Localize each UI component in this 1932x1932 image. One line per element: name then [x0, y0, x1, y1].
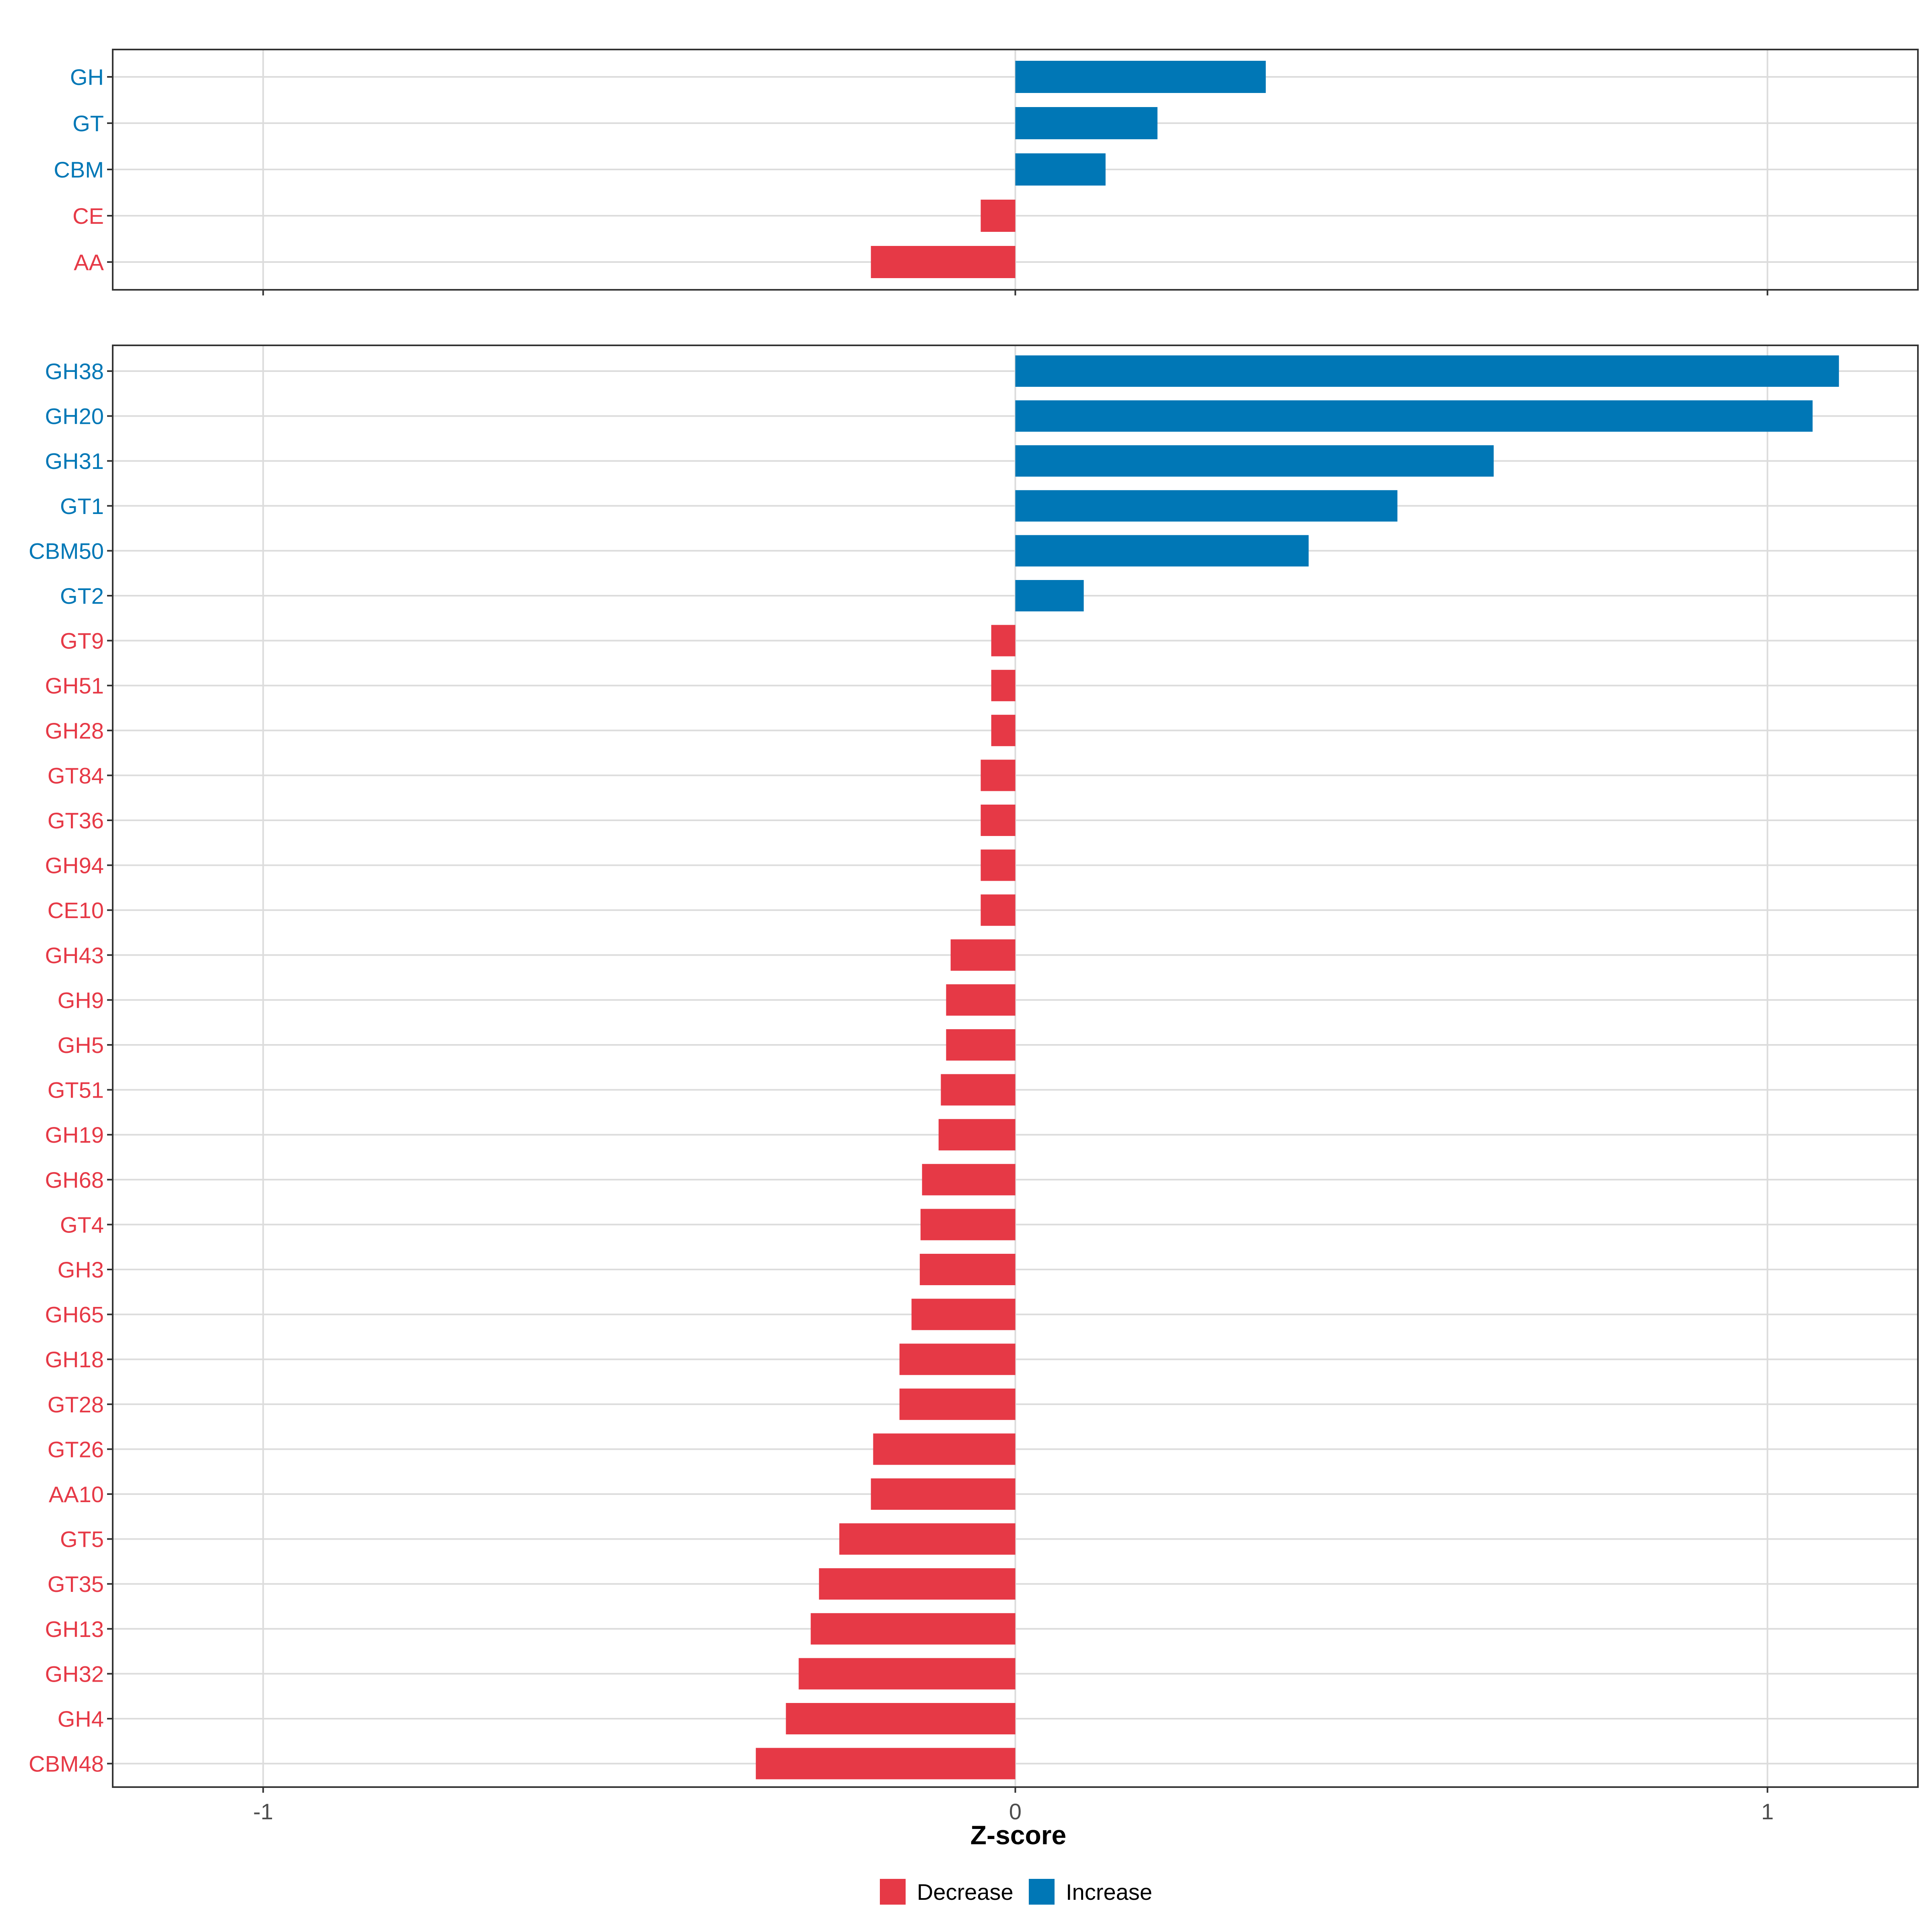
- bar-gh51: [991, 670, 1016, 702]
- y-tick-label-gh18: GH18: [45, 1347, 104, 1372]
- legend-swatch-increase: [1029, 1879, 1055, 1905]
- y-tick-label-cbm48: CBM48: [29, 1751, 104, 1777]
- y-tick-label-cbm: CBM: [54, 157, 104, 182]
- y-tick-label-gt84: GT84: [47, 763, 104, 788]
- legend: Decrease Increase: [880, 1879, 1152, 1905]
- bar-gh13: [811, 1613, 1016, 1645]
- bar-gh65: [911, 1298, 1016, 1330]
- y-tick-label-gt4: GT4: [60, 1212, 104, 1237]
- legend-swatch-decrease: [880, 1879, 906, 1905]
- legend-label-decrease: Decrease: [917, 1879, 1013, 1905]
- bar-gh3: [920, 1254, 1016, 1285]
- y-tick-label-gh19: GH19: [45, 1122, 104, 1148]
- y-tick-label-gt2: GT2: [60, 583, 104, 609]
- bar-aa10: [871, 1478, 1016, 1510]
- bar-gh31: [1015, 445, 1494, 477]
- bar-gh20: [1015, 400, 1813, 432]
- bar-gt9: [991, 625, 1016, 656]
- bar-gh68: [922, 1164, 1016, 1195]
- bar-gt1: [1015, 490, 1397, 522]
- bar-gh18: [899, 1344, 1016, 1375]
- top-panel: GH GT CBM CE AA: [54, 49, 1919, 295]
- bar-gh43: [950, 939, 1016, 971]
- legend-label-increase: Increase: [1066, 1879, 1152, 1905]
- y-tick-label-gt36: GT36: [47, 808, 104, 833]
- x-axis-title: Z-score: [970, 1820, 1066, 1850]
- bar-gh5: [946, 1029, 1016, 1061]
- bar-gt28: [899, 1388, 1016, 1420]
- y-tick-label-gh5: GH5: [58, 1032, 104, 1058]
- bar-gt36: [980, 805, 1016, 836]
- x-tick-label: 1: [1761, 1799, 1774, 1824]
- y-tick-label-gt9: GT9: [60, 628, 104, 654]
- y-tick-label-gt35: GT35: [47, 1571, 104, 1597]
- y-tick-label-gt: GT: [72, 111, 104, 136]
- bar-gt4: [921, 1209, 1016, 1241]
- y-tick-label-gh13: GH13: [45, 1616, 104, 1642]
- y-tick-label-gt28: GT28: [47, 1392, 104, 1417]
- y-tick-label-cbm50: CBM50: [29, 538, 104, 564]
- y-tick-label-gh20: GH20: [45, 404, 104, 429]
- bar-gt2: [1015, 580, 1084, 611]
- y-tick-label-gh43: GH43: [45, 943, 104, 968]
- bar-cbm: [1015, 153, 1106, 186]
- bar-gh9: [946, 984, 1016, 1016]
- bar-cbm48: [755, 1748, 1016, 1779]
- y-tick-label-gh31: GH31: [45, 448, 104, 474]
- y-tick-label-aa: AA: [74, 250, 104, 275]
- bar-gh38: [1015, 355, 1839, 387]
- y-tick-label-ce10: CE10: [47, 898, 104, 923]
- bar-gh28: [991, 714, 1016, 746]
- bar-gt51: [941, 1074, 1016, 1106]
- bar-gt5: [839, 1523, 1016, 1555]
- bar-ce10: [980, 894, 1016, 926]
- y-tick-label-gh65: GH65: [45, 1302, 104, 1327]
- y-tick-label-gh3: GH3: [58, 1257, 104, 1282]
- bar-gt35: [819, 1568, 1016, 1600]
- bar-gh: [1015, 61, 1266, 93]
- bar-gt: [1015, 107, 1158, 139]
- y-tick-label-gh38: GH38: [45, 359, 104, 384]
- bar-gt84: [980, 760, 1016, 791]
- bar-ce: [980, 200, 1016, 232]
- y-tick-label-gh94: GH94: [45, 853, 104, 878]
- bar-gh32: [799, 1658, 1016, 1690]
- y-tick-label-gt51: GT51: [47, 1077, 104, 1103]
- y-tick-label-gh9: GH9: [58, 987, 104, 1013]
- bar-gh4: [786, 1703, 1016, 1734]
- y-tick-label-gh32: GH32: [45, 1661, 104, 1686]
- y-tick-label-gt26: GT26: [47, 1437, 104, 1462]
- x-tick-label: -1: [253, 1799, 273, 1824]
- y-tick-label-gh28: GH28: [45, 718, 104, 743]
- x-axis: -1 0 1: [253, 1787, 1774, 1824]
- y-tick-label-gh68: GH68: [45, 1167, 104, 1193]
- y-tick-label-ce: CE: [72, 203, 104, 229]
- y-tick-label-gh4: GH4: [58, 1706, 104, 1732]
- y-tick-label-aa10: AA10: [49, 1482, 104, 1507]
- x-tick-label: 0: [1009, 1799, 1022, 1824]
- bar-gt26: [873, 1433, 1016, 1465]
- bar-gh19: [938, 1119, 1016, 1151]
- bar-cbm50: [1015, 535, 1309, 567]
- bottom-panel: GH38 GH20 GH31 GT1 CBM50 GT2 GT9 GH51 GH28 GT84 GT…: [29, 345, 1919, 1788]
- bar-aa: [871, 246, 1016, 278]
- y-tick-label-gt5: GT5: [60, 1527, 104, 1552]
- y-tick-label-gt1: GT1: [60, 493, 104, 519]
- bar-gh94: [980, 849, 1016, 881]
- y-tick-label-gh51: GH51: [45, 673, 104, 698]
- y-tick-label-gh: GH: [70, 64, 104, 90]
